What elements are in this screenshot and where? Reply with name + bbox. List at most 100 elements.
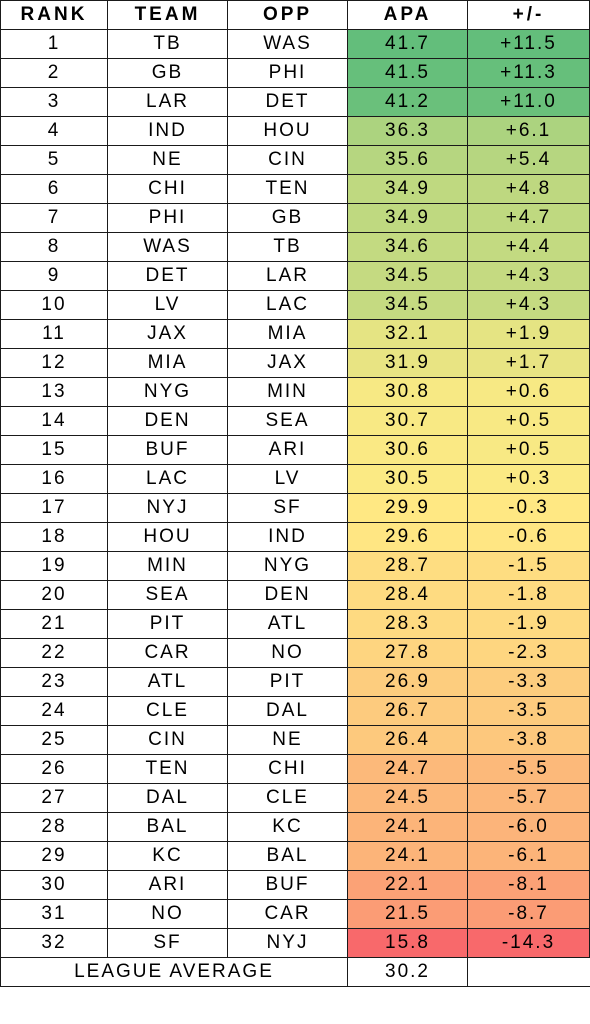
plus-minus-cell: +6.1: [467, 116, 590, 146]
plus-minus-cell: +11.0: [467, 87, 590, 117]
table-body: 1 TB WAS 41.7 +11.5 2 GB PHI 41.5 +11.3 3 LAR DET 41.…: [0, 29, 590, 958]
rank-cell: 29: [0, 841, 108, 871]
table-row: 32 SF NYJ 15.8 -14.3: [0, 928, 590, 958]
opp-cell: DEN: [227, 580, 348, 610]
opp-cell: NO: [227, 638, 348, 668]
opp-cell: LAR: [227, 261, 348, 291]
apa-cell: 28.4: [347, 580, 468, 610]
team-cell: GB: [107, 58, 228, 88]
team-cell: CLE: [107, 696, 228, 726]
team-cell: ATL: [107, 667, 228, 697]
apa-cell: 34.5: [347, 290, 468, 320]
team-cell: IND: [107, 116, 228, 146]
apa-cell: 30.6: [347, 435, 468, 465]
table-row: 17 NYJ SF 29.9 -0.3: [0, 493, 590, 523]
rank-cell: 18: [0, 522, 108, 552]
team-cell: BAL: [107, 812, 228, 842]
rank-cell: 25: [0, 725, 108, 755]
opp-cell: CAR: [227, 899, 348, 929]
table-row: 16 LAC LV 30.5 +0.3: [0, 464, 590, 494]
rank-cell: 3: [0, 87, 108, 117]
table-row: 31 NO CAR 21.5 -8.7: [0, 899, 590, 929]
opp-cell: CLE: [227, 783, 348, 813]
apa-cell: 31.9: [347, 348, 468, 378]
table-row: 2 GB PHI 41.5 +11.3: [0, 58, 590, 88]
table-footer: LEAGUE AVERAGE 30.2: [0, 957, 590, 987]
apa-cell: 24.1: [347, 812, 468, 842]
team-cell: NO: [107, 899, 228, 929]
table-row: 22 CAR NO 27.8 -2.3: [0, 638, 590, 668]
table-row: 13 NYG MIN 30.8 +0.6: [0, 377, 590, 407]
plus-minus-cell: +0.5: [467, 406, 590, 436]
opp-cell: BAL: [227, 841, 348, 871]
table-row: 10 LV LAC 34.5 +4.3: [0, 290, 590, 320]
table-row: 27 DAL CLE 24.5 -5.7: [0, 783, 590, 813]
opp-cell: SF: [227, 493, 348, 523]
opp-cell: JAX: [227, 348, 348, 378]
apa-cell: 35.6: [347, 145, 468, 175]
plus-minus-cell: -3.8: [467, 725, 590, 755]
apa-cell: 27.8: [347, 638, 468, 668]
plus-minus-cell: -1.9: [467, 609, 590, 639]
opp-cell: DET: [227, 87, 348, 117]
rank-cell: 22: [0, 638, 108, 668]
rank-cell: 9: [0, 261, 108, 291]
opp-cell: NE: [227, 725, 348, 755]
team-cell: ARI: [107, 870, 228, 900]
rank-cell: 16: [0, 464, 108, 494]
apa-cell: 34.5: [347, 261, 468, 291]
plus-minus-cell: +1.7: [467, 348, 590, 378]
table-row: 21 PIT ATL 28.3 -1.9: [0, 609, 590, 639]
plus-minus-cell: -3.3: [467, 667, 590, 697]
apa-cell: 41.7: [347, 29, 468, 59]
table-row: 19 MIN NYG 28.7 -1.5: [0, 551, 590, 581]
team-cell: SEA: [107, 580, 228, 610]
apa-cell: 30.5: [347, 464, 468, 494]
apa-cell: 24.5: [347, 783, 468, 813]
apa-cell: 29.6: [347, 522, 468, 552]
apa-cell: 34.9: [347, 174, 468, 204]
apa-cell: 21.5: [347, 899, 468, 929]
plus-minus-cell: +5.4: [467, 145, 590, 175]
apa-cell: 30.7: [347, 406, 468, 436]
table-row: 4 IND HOU 36.3 +6.1: [0, 116, 590, 146]
apa-cell: 41.2: [347, 87, 468, 117]
table-row: 7 PHI GB 34.9 +4.7: [0, 203, 590, 233]
rank-cell: 13: [0, 377, 108, 407]
rank-cell: 5: [0, 145, 108, 175]
column-header-team: TEAM: [107, 0, 228, 30]
plus-minus-cell: +4.3: [467, 261, 590, 291]
table-row: 24 CLE DAL 26.7 -3.5: [0, 696, 590, 726]
rank-cell: 8: [0, 232, 108, 262]
table-row: 23 ATL PIT 26.9 -3.3: [0, 667, 590, 697]
opp-cell: DAL: [227, 696, 348, 726]
team-cell: LV: [107, 290, 228, 320]
plus-minus-cell: +0.3: [467, 464, 590, 494]
team-cell: CIN: [107, 725, 228, 755]
plus-minus-cell: +11.3: [467, 58, 590, 88]
apa-cell: 29.9: [347, 493, 468, 523]
opp-cell: PIT: [227, 667, 348, 697]
apa-cell: 24.7: [347, 754, 468, 784]
table-row: 9 DET LAR 34.5 +4.3: [0, 261, 590, 291]
opp-cell: MIA: [227, 319, 348, 349]
team-cell: CAR: [107, 638, 228, 668]
apa-cell: 41.5: [347, 58, 468, 88]
plus-minus-cell: -5.7: [467, 783, 590, 813]
plus-minus-cell: -3.5: [467, 696, 590, 726]
apa-cell: 28.3: [347, 609, 468, 639]
rank-cell: 12: [0, 348, 108, 378]
apa-cell: 32.1: [347, 319, 468, 349]
apa-cell: 34.9: [347, 203, 468, 233]
apa-cell: 22.1: [347, 870, 468, 900]
table-row: 28 BAL KC 24.1 -6.0: [0, 812, 590, 842]
rank-cell: 14: [0, 406, 108, 436]
table-row: 25 CIN NE 26.4 -3.8: [0, 725, 590, 755]
table-row: 15 BUF ARI 30.6 +0.5: [0, 435, 590, 465]
team-cell: PIT: [107, 609, 228, 639]
team-cell: MIN: [107, 551, 228, 581]
table-row: 3 LAR DET 41.2 +11.0: [0, 87, 590, 117]
table-row: 30 ARI BUF 22.1 -8.1: [0, 870, 590, 900]
opp-cell: SEA: [227, 406, 348, 436]
apa-cell: 34.6: [347, 232, 468, 262]
